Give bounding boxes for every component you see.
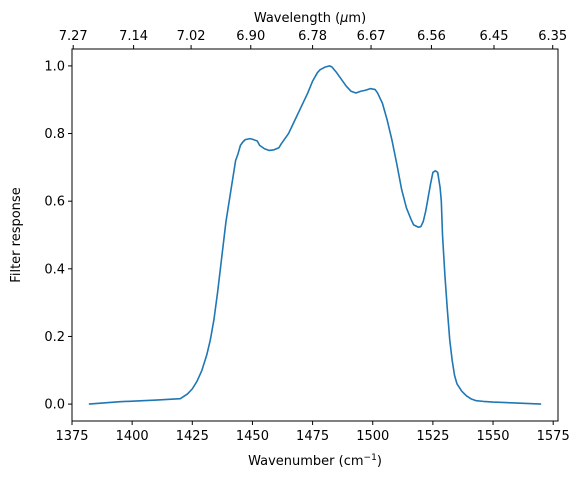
y-axis-label: Filter response xyxy=(9,187,24,282)
y-tick-label: 0.6 xyxy=(44,195,65,210)
x-tick-label: 1450 xyxy=(236,429,269,444)
top-tick-label: 7.02 xyxy=(177,29,206,44)
axes-layer: 1375 1400 1425 1450 1475 1500 1525 1550 1575 0.0 0… xyxy=(44,29,569,444)
top-axis-label: Wavelength (μm) xyxy=(254,11,366,26)
top-tick-label: 6.56 xyxy=(417,29,446,44)
y-tick-label: 0.2 xyxy=(44,330,65,345)
x-tick-label: 1525 xyxy=(416,429,449,444)
series-layer xyxy=(88,65,542,405)
y-tick-label: 0.4 xyxy=(44,262,65,277)
x-tick-label: 1400 xyxy=(116,429,149,444)
y-tick-label: 1.0 xyxy=(44,59,65,74)
x-tick-label: 1425 xyxy=(176,429,209,444)
top-tick-label: 6.90 xyxy=(236,29,265,44)
x-axis-label: Wavenumber (cm−1) xyxy=(248,453,382,469)
axes-frame xyxy=(71,48,559,422)
top-tick-label: 7.14 xyxy=(119,29,148,44)
top-tick-label: 6.45 xyxy=(480,29,509,44)
x-tick-label: 1575 xyxy=(537,429,570,444)
x-tick-label: 1375 xyxy=(55,429,88,444)
top-tick-label: 6.35 xyxy=(538,29,567,44)
x-tick-label: 1500 xyxy=(356,429,389,444)
top-tick-label: 6.78 xyxy=(298,29,327,44)
series-line-0 xyxy=(88,65,542,405)
y-tick-label: 0.0 xyxy=(44,398,65,413)
x-tick-label: 1475 xyxy=(296,429,329,444)
x-tick-label: 1550 xyxy=(476,429,509,444)
top-tick-label: 6.67 xyxy=(357,29,386,44)
y-tick-label: 0.8 xyxy=(44,127,65,142)
top-tick-label: 7.27 xyxy=(59,29,88,44)
